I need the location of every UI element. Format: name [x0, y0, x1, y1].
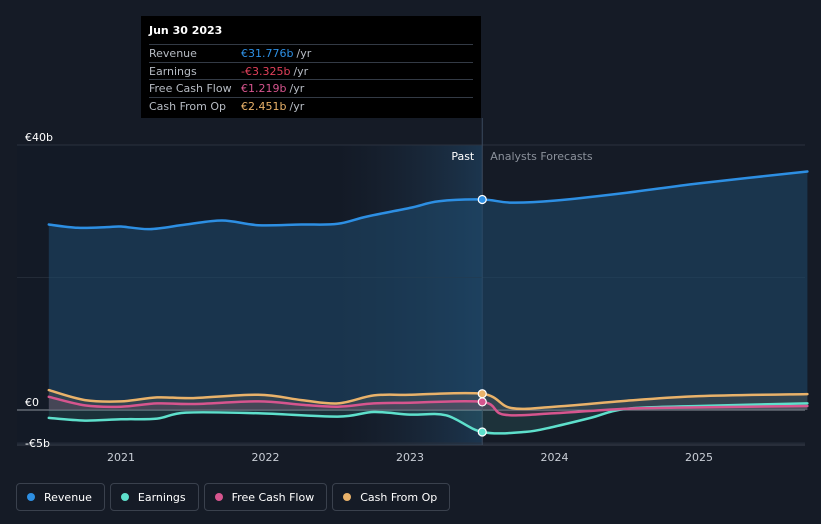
- tooltip-unit: /yr: [293, 64, 309, 78]
- cfo-line: [47, 388, 809, 411]
- past-label: Past: [451, 150, 475, 163]
- tooltip-label: Free Cash Flow: [149, 82, 232, 95]
- tooltip-row-revenue: Revenue €31.776b /yr: [149, 44, 473, 62]
- fcf-marker: [477, 397, 487, 407]
- tooltip-value: -€3.325b: [241, 64, 291, 78]
- earnings-area: [48, 403, 808, 434]
- revenue-marker: [477, 194, 487, 205]
- earnings-marker: [477, 427, 487, 437]
- fcf-area: [48, 396, 808, 416]
- x-tick-label-2023: 2023: [396, 451, 424, 464]
- y-tick-label-2: -€5b: [25, 437, 50, 450]
- fcf-line: [47, 395, 809, 417]
- legend-item-earnings[interactable]: Earnings: [109, 483, 199, 511]
- chart-legend: Revenue Earnings Free Cash Flow Cash Fro…: [16, 483, 451, 511]
- tooltip-unit: /yr: [289, 82, 305, 95]
- x-tick-label-2024: 2024: [541, 451, 569, 464]
- tooltip-unit: /yr: [296, 47, 312, 60]
- legend-label: Earnings: [137, 490, 186, 504]
- earnings-line: [47, 402, 809, 435]
- forecast-label: Analysts Forecasts: [490, 150, 593, 163]
- tooltip-label: Revenue: [149, 47, 197, 60]
- legend-dot-icon: [120, 493, 129, 501]
- tooltip-row-cfo: Cash From Op €2.451b /yr: [149, 96, 473, 115]
- revenue-line: [47, 170, 809, 231]
- legend-item-fcf[interactable]: Free Cash Flow: [203, 483, 328, 511]
- legend-label: Cash From Op: [360, 490, 438, 504]
- x-tick-label-2022: 2022: [252, 451, 280, 464]
- tooltip-value: €31.776b: [241, 47, 294, 60]
- hover-tooltip: Jun 30 2023 Revenue €31.776b /yr Earning…: [141, 16, 481, 118]
- financial-chart: €40b €0 -€5b 2021 2022 2023 2024 2025 Past Analys…: [17, 118, 809, 464]
- legend-item-cfo[interactable]: Cash From Op: [332, 483, 451, 511]
- legend-dot-icon: [27, 493, 35, 501]
- tooltip-date: Jun 30 2023: [149, 24, 223, 37]
- x-tick-label-2025: 2025: [685, 451, 713, 464]
- revenue-area: [48, 171, 808, 410]
- legend-item-revenue[interactable]: Revenue: [16, 483, 105, 511]
- y-tick-label-1: €0: [25, 396, 39, 409]
- legend-dot-icon: [214, 493, 223, 501]
- tooltip-value: €2.451b: [241, 99, 287, 113]
- legend-label: Free Cash Flow: [231, 490, 315, 504]
- tooltip-label: Cash From Op: [149, 99, 227, 113]
- tooltip-unit: /yr: [289, 99, 305, 113]
- tooltip-label: Earnings: [149, 64, 197, 78]
- legend-dot-icon: [343, 493, 352, 501]
- legend-label: Revenue: [44, 490, 92, 504]
- x-tick-label-2021: 2021: [107, 451, 135, 464]
- cfo-marker: [477, 389, 487, 399]
- cfo-area: [48, 390, 808, 410]
- tooltip-row-earnings: Earnings -€3.325b /yr: [149, 61, 473, 80]
- tooltip-row-fcf: Free Cash Flow €1.219b /yr: [149, 79, 473, 97]
- tooltip-value: €1.219b: [241, 82, 287, 95]
- y-tick-label-0: €40b: [25, 131, 53, 144]
